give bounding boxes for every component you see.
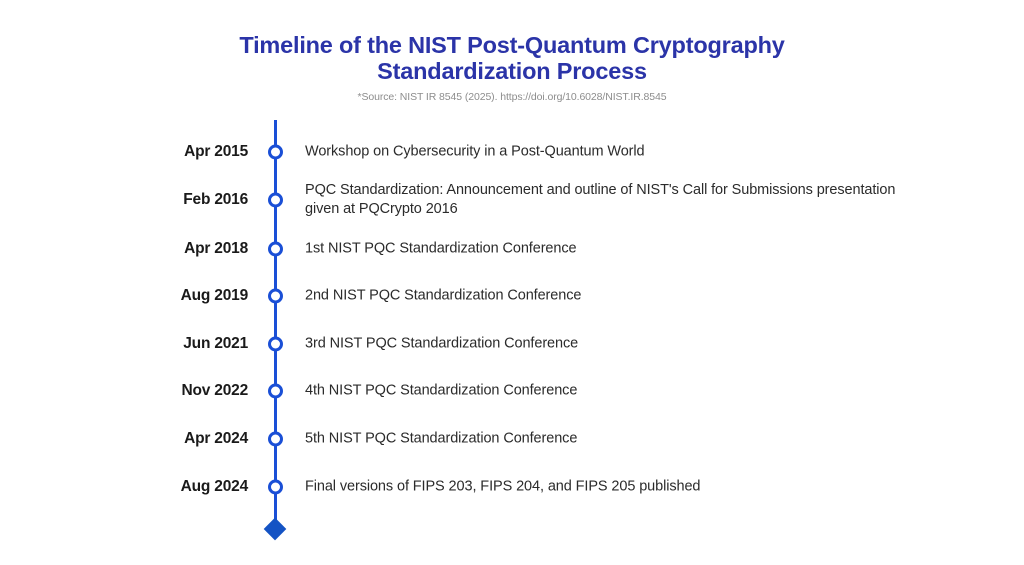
timeline-event-description: 4th NIST PQC Standardization Conference — [305, 382, 578, 399]
page-header: Timeline of the NIST Post-Quantum Crypto… — [0, 32, 1024, 103]
page-title-line-2: Standardization Process — [377, 58, 647, 84]
timeline-end-diamond-icon — [263, 517, 287, 541]
timeline-event-description: 5th NIST PQC Standardization Conference — [305, 430, 578, 447]
timeline-event-description: 1st NIST PQC Standardization Conference — [305, 240, 577, 257]
timeline-marker-circle-icon[interactable] — [268, 241, 283, 257]
timeline-event-date: Feb 2016 — [183, 191, 248, 208]
timeline-event-description: Final versions of FIPS 203, FIPS 204, an… — [305, 478, 701, 495]
source-citation: *Source: NIST IR 8545 (2025). https://do… — [357, 91, 667, 103]
page-title-line-1: Timeline of the NIST Post-Quantum Crypto… — [239, 32, 785, 58]
timeline-event-description: 2nd NIST PQC Standardization Conference — [305, 287, 582, 304]
timeline-marker-circle-icon[interactable] — [268, 336, 283, 352]
timeline-event-description: PQC Standardization: Announcement and ou… — [305, 182, 896, 217]
timeline-event-date: Apr 2024 — [184, 430, 248, 447]
timeline-event-date: Aug 2019 — [180, 287, 249, 304]
timeline-axis-line — [274, 120, 277, 530]
timeline-event-date: Nov 2022 — [181, 382, 249, 399]
timeline-marker-circle-icon[interactable] — [268, 383, 283, 399]
timeline-marker-circle-icon[interactable] — [268, 144, 283, 160]
timeline-event-date: Apr 2018 — [184, 240, 248, 257]
timeline-event-description: 3rd NIST PQC Standardization Conference — [305, 335, 579, 352]
timeline-event-description: Workshop on Cybersecurity in a Post-Quan… — [305, 143, 645, 160]
timeline-event-date: Aug 2024 — [180, 478, 249, 495]
timeline-event-date: Apr 2015 — [184, 143, 248, 160]
timeline-event-date: Jun 2021 — [183, 335, 248, 352]
timeline-marker-circle-icon[interactable] — [268, 192, 283, 208]
timeline-marker-circle-icon[interactable] — [268, 288, 283, 304]
page-title: Timeline of the NIST Post-Quantum Crypto… — [192, 32, 832, 84]
timeline-marker-circle-icon[interactable] — [268, 431, 283, 447]
timeline-marker-circle-icon[interactable] — [268, 479, 283, 495]
